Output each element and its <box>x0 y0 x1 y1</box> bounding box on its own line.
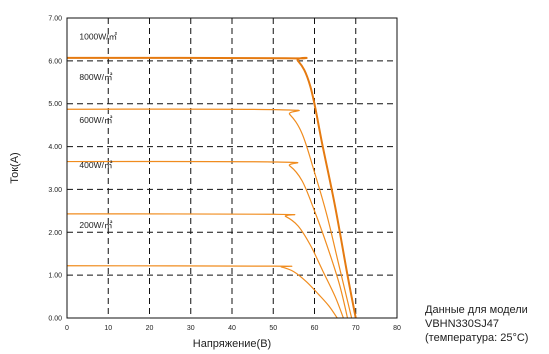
note-line-3: (температура: 25°C) <box>425 332 529 344</box>
x-tick-label: 80 <box>393 325 401 332</box>
series-label: 1000W/㎡ <box>79 31 117 41</box>
x-tick-label: 40 <box>228 325 236 332</box>
x-axis-label: Напряжение(В) <box>193 338 271 350</box>
series-line <box>66 213 344 319</box>
x-tick-label: 60 <box>311 325 319 332</box>
series-label: 400W/㎡ <box>79 160 113 170</box>
series-line <box>66 56 357 319</box>
note-line-2: VBHN330SJ47 <box>425 318 499 330</box>
y-tick-label: 4.00 <box>48 144 62 151</box>
x-tick-label: 20 <box>146 325 154 332</box>
x-tick-label: 30 <box>187 325 195 332</box>
grid <box>67 18 397 318</box>
y-tick-label: 0.00 <box>48 316 62 323</box>
plot-frame <box>66 17 398 319</box>
series-line <box>66 160 349 319</box>
x-tick-label: 70 <box>352 325 360 332</box>
x-tick-label: 10 <box>104 325 112 332</box>
model-note: Данные для модели VBHN330SJ47 (температу… <box>425 303 528 345</box>
y-axis-label: Ток(A) <box>9 152 21 183</box>
note-line-1: Данные для модели <box>425 304 528 316</box>
y-tick-label: 1.00 <box>48 273 62 280</box>
y-tick-label: 2.00 <box>48 230 62 237</box>
series-label: 200W/㎡ <box>79 220 113 230</box>
x-tick-label: 0 <box>65 325 69 332</box>
y-tick-label: 6.00 <box>48 58 62 65</box>
tick-labels: 0 10 20 30 40 50 60 70 80 0.00 1.00 2.00 3.00 4.00 5.0… <box>48 16 401 333</box>
curves <box>66 56 357 319</box>
y-tick-label: 7.00 <box>48 16 62 23</box>
y-tick-label: 5.00 <box>48 101 62 108</box>
series-label: 600W/㎡ <box>79 115 113 125</box>
y-tick-label: 3.00 <box>48 187 62 194</box>
x-tick-label: 50 <box>269 325 277 332</box>
curve-labels: 1000W/㎡ 800W/㎡ 600W/㎡ 400W/㎡ 200W/㎡ <box>79 31 117 230</box>
series-label: 800W/㎡ <box>79 72 113 82</box>
series-line <box>66 265 338 319</box>
series-line <box>66 108 353 319</box>
